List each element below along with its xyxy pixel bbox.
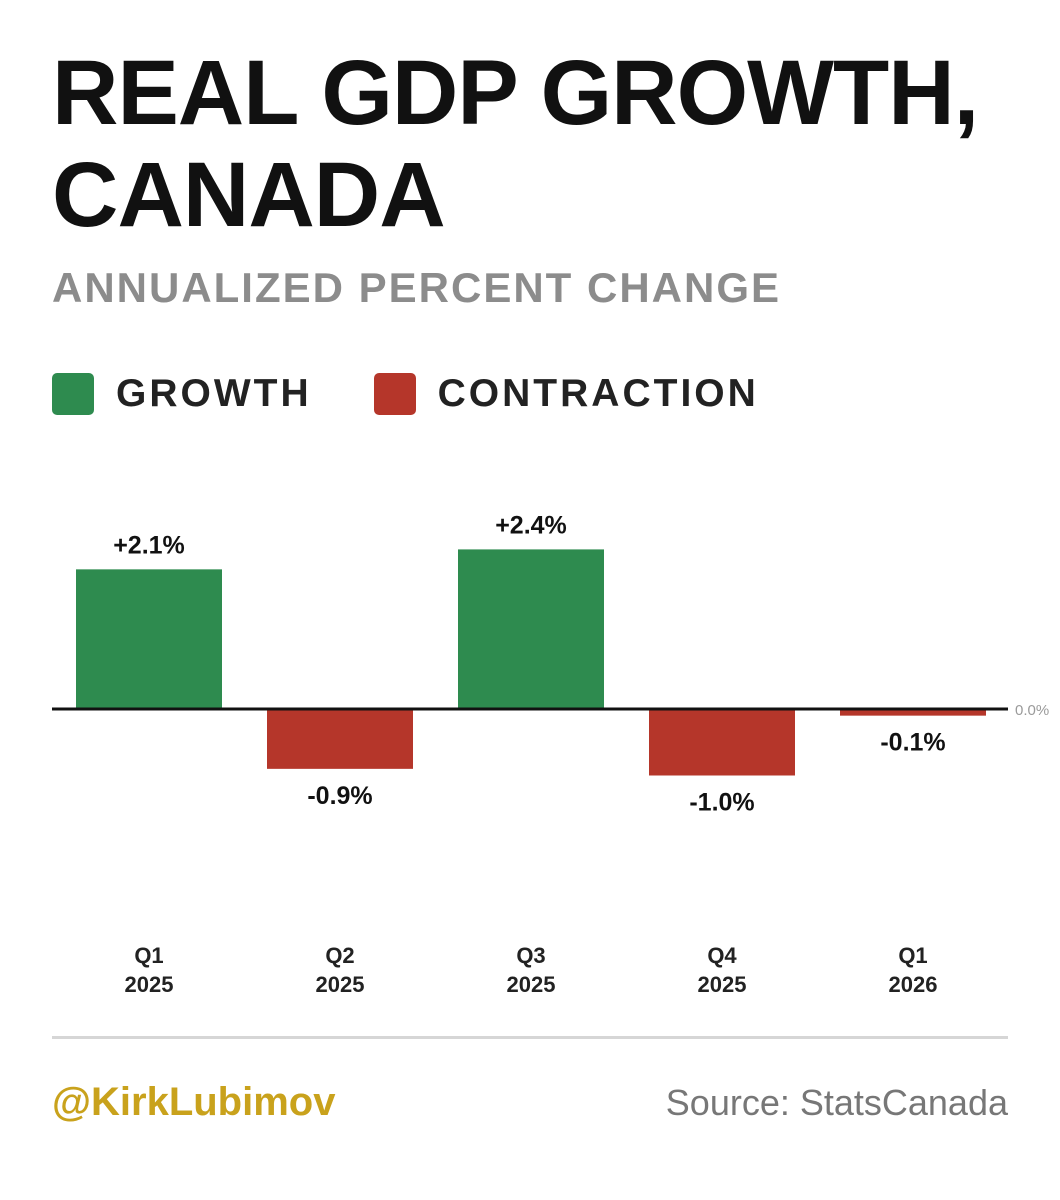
legend-label-contraction: CONTRACTION xyxy=(437,372,759,415)
legend: GROWTH CONTRACTION xyxy=(52,372,821,416)
footer-divider xyxy=(52,1036,1008,1039)
legend-item-growth: GROWTH xyxy=(52,372,312,416)
data-label-4: -1.0% xyxy=(689,789,754,817)
x-tick-label-quarter-5: Q1 xyxy=(898,943,927,968)
x-tick-label-year-3: 2025 xyxy=(507,972,556,997)
bar-3 xyxy=(458,549,604,709)
x-tick-label-quarter-3: Q3 xyxy=(516,943,545,968)
x-tick-label-year-5: 2026 xyxy=(889,972,938,997)
bar-chart: +2.1% Q1 2025 -0.9% Q2 2025 +2.4% Q3 2025 -1.0% Q4… xyxy=(52,511,1049,997)
x-tick-label-quarter-2: Q2 xyxy=(325,943,354,968)
source-note: Source: StatsCanada xyxy=(665,1082,1008,1123)
legend-swatch-contraction xyxy=(373,373,416,415)
x-tick-label-year-4: 2025 xyxy=(698,972,747,997)
bar-5 xyxy=(840,709,986,716)
chart-title-line-1: REAL GDP GROWTH, xyxy=(52,42,979,144)
bar-2 xyxy=(267,709,413,769)
x-tick-label-year-2: 2025 xyxy=(316,972,365,997)
data-label-2: -0.9% xyxy=(307,782,372,810)
bar-4 xyxy=(649,709,795,776)
legend-swatch-growth xyxy=(52,373,94,415)
x-tick-label-year-1: 2025 xyxy=(125,972,174,997)
x-tick-label-quarter-1: Q1 xyxy=(134,943,163,968)
x-tick-label-quarter-4: Q4 xyxy=(707,943,737,968)
bar-1 xyxy=(76,569,222,709)
chart-title-line-2: CANADA xyxy=(52,144,446,246)
chart-subtitle: ANNUALIZED PERCENT CHANGE xyxy=(52,264,782,311)
baseline-label: 0.0% xyxy=(1015,702,1049,719)
data-label-5: -0.1% xyxy=(880,729,945,757)
legend-label-growth: GROWTH xyxy=(116,372,312,415)
chart-title: REAL GDP GROWTH, CANADA xyxy=(52,42,1032,246)
data-label-1: +2.1% xyxy=(113,531,185,559)
legend-item-contraction: CONTRACTION xyxy=(373,372,759,416)
author-handle: @KirkLubimov xyxy=(52,1080,336,1124)
data-label-3: +2.4% xyxy=(495,511,567,539)
